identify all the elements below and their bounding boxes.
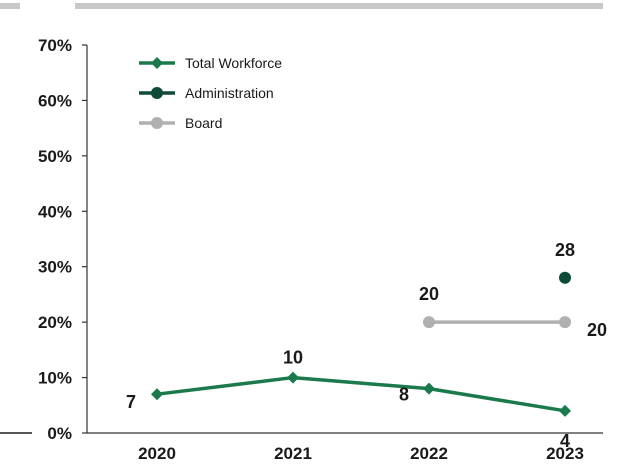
y-tick-label: 60% (38, 91, 72, 110)
administration-point (559, 271, 571, 284)
legend-label: Total Workforce (185, 55, 282, 71)
administration-data-label: 28 (555, 240, 575, 260)
total-workforce-data-label: 10 (283, 348, 303, 368)
data-labels: 7 10 8 4 28 20 20 (126, 240, 607, 451)
total-workforce-point (559, 404, 571, 417)
board-point (559, 316, 571, 329)
legend-label: Board (185, 115, 222, 131)
board-data-label: 20 (587, 320, 607, 340)
legend-item-total-workforce: Total Workforce (139, 55, 282, 71)
header-bar-right (75, 3, 603, 9)
x-tick-label: 2022 (410, 444, 448, 463)
y-tick-label: 30% (38, 258, 72, 277)
legend: Total Workforce Administration Board (139, 55, 282, 131)
y-tick-label: 20% (38, 313, 72, 332)
side-rule (0, 432, 32, 434)
total-workforce-data-label: 8 (399, 385, 409, 405)
header-bar-left (0, 3, 20, 9)
y-tick-label: 50% (38, 147, 72, 166)
y-tick-label: 70% (38, 36, 72, 55)
total-workforce-point (287, 371, 299, 384)
board-data-label: 20 (419, 284, 439, 304)
x-tick-label: 2021 (274, 444, 312, 463)
total-workforce-point (151, 388, 163, 401)
x-tick-label: 2020 (138, 444, 176, 463)
total-workforce-data-label: 7 (126, 392, 136, 412)
legend-swatch-marker (151, 117, 163, 129)
legend-swatch-marker (151, 87, 163, 99)
y-tick-label: 10% (38, 369, 72, 388)
series-layer (151, 271, 571, 417)
total-workforce-data-label: 4 (560, 431, 570, 451)
legend-item-board: Board (139, 115, 222, 131)
y-tick-label: 40% (38, 202, 72, 221)
total-workforce-series-line (156, 375, 566, 413)
board-point (423, 316, 435, 329)
y-tick-label: 0% (47, 424, 72, 443)
legend-label: Administration (185, 85, 274, 101)
legend-item-administration: Administration (139, 85, 274, 101)
x-tick-label: 2023 (546, 444, 584, 463)
legend-swatch-marker (151, 57, 163, 69)
axes: 0% 10% 20% 30% 40% 50% 60% 70% 2020 2021 2022 2023 (38, 36, 603, 463)
total-workforce-point (423, 382, 435, 395)
